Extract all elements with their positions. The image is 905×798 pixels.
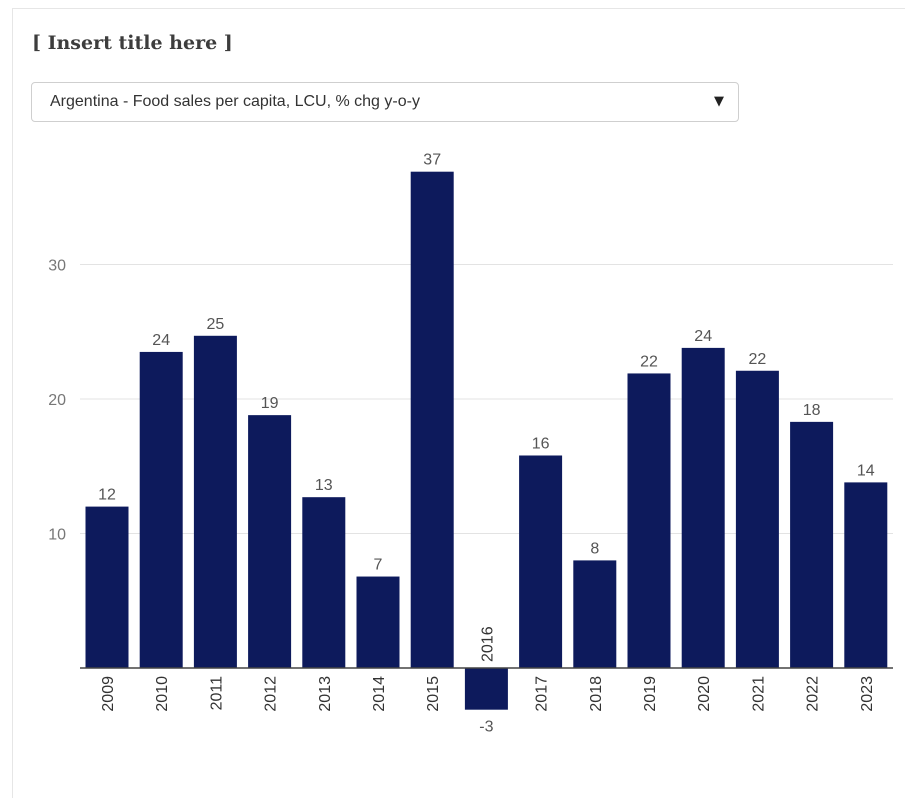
x-tick-label-2018: 2018: [588, 676, 605, 712]
bar-2015[interactable]: [410, 171, 454, 668]
data-label-2009: 12: [98, 487, 116, 504]
x-tick-label-2014: 2014: [371, 676, 388, 712]
data-label-2019: 22: [640, 353, 658, 370]
x-tick-label-2015: 2015: [425, 676, 442, 712]
x-tick-label-2009: 2009: [100, 676, 117, 712]
data-label-2010: 24: [152, 332, 170, 349]
series-select-value: Argentina - Food sales per capita, LCU, …: [50, 93, 420, 110]
series-select[interactable]: Argentina - Food sales per capita, LCU, …: [31, 82, 739, 122]
bar-2019[interactable]: [627, 373, 671, 668]
data-label-2015: 37: [423, 152, 441, 169]
data-label-2020: 24: [694, 328, 712, 345]
bar-2013[interactable]: [302, 497, 346, 668]
x-tick-label-2021: 2021: [750, 676, 767, 712]
x-tick-label-2023: 2023: [859, 676, 876, 712]
bar-2017[interactable]: [519, 455, 563, 668]
data-label-2012: 19: [261, 395, 279, 412]
bar-2018[interactable]: [573, 560, 617, 668]
data-label-2013: 13: [315, 477, 333, 494]
x-tick-label-2019: 2019: [642, 676, 659, 712]
data-label-2023: 14: [857, 462, 875, 479]
x-tick-label-2017: 2017: [534, 676, 551, 712]
triangle-down-icon: ▼: [714, 94, 724, 109]
y-tick-label-10: 10: [48, 527, 66, 544]
data-label-2016: -3: [479, 719, 493, 736]
bar-2022[interactable]: [790, 421, 834, 668]
bar-2012[interactable]: [248, 415, 292, 668]
bar-2011[interactable]: [193, 335, 237, 668]
data-label-2014: 7: [374, 557, 383, 574]
x-tick-label-2020: 2020: [696, 676, 713, 712]
bar-2016[interactable]: [464, 668, 508, 710]
data-label-2011: 25: [207, 316, 225, 333]
y-tick-label-20: 20: [48, 392, 66, 409]
bar-2023[interactable]: [844, 482, 888, 668]
x-tick-label-2013: 2013: [317, 676, 334, 712]
chart-title: [ Insert title here ]: [32, 32, 233, 54]
x-tick-label-2016: 2016: [479, 626, 496, 662]
data-label-2018: 8: [590, 540, 599, 557]
x-tick-label-2010: 2010: [154, 676, 171, 712]
bar-2020[interactable]: [681, 347, 725, 668]
y-tick-label-30: 30: [48, 258, 66, 275]
x-tick-label-2011: 2011: [208, 676, 225, 711]
x-tick-label-2022: 2022: [805, 676, 822, 712]
chart-panel: [12, 8, 905, 798]
bar-2014[interactable]: [356, 576, 400, 668]
data-label-2022: 18: [803, 402, 821, 419]
data-label-2021: 22: [749, 351, 767, 368]
bar-2021[interactable]: [735, 370, 779, 668]
data-label-2017: 16: [532, 435, 550, 452]
x-tick-label-2012: 2012: [263, 676, 280, 712]
bar-2009[interactable]: [85, 506, 129, 668]
bar-2010[interactable]: [139, 351, 183, 668]
